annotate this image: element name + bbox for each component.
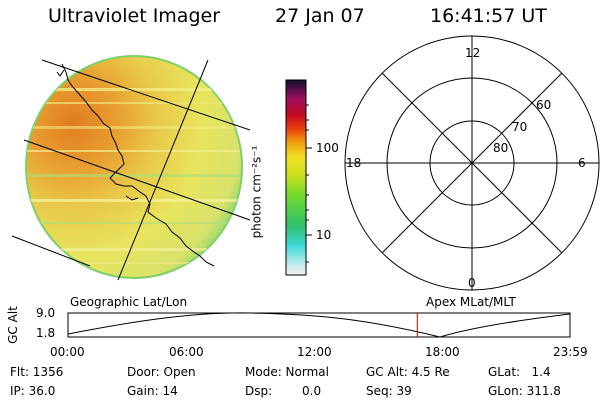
- colorbar: [285, 79, 312, 276]
- date-label: 27 Jan 07: [275, 5, 365, 27]
- app-title: Ultraviolet Imager: [48, 5, 221, 27]
- alt-ylabel: GC Alt: [5, 306, 20, 344]
- alt-ytick-1-8: 1.8: [36, 326, 56, 340]
- uv-image-disk: [11, 55, 251, 281]
- seq-readout: Seq: 39: [366, 384, 412, 398]
- mlat-label-80: 80: [493, 141, 509, 155]
- grid-line: [11, 235, 91, 267]
- flight-readout: Flt: 1356: [10, 365, 64, 379]
- apex-panel-label: Apex MLat/MLT: [426, 295, 516, 309]
- colorbar-tick-100: 100: [316, 141, 339, 155]
- mlt-label-12: 12: [465, 46, 481, 60]
- geographic-panel-label: Geographic Lat/Lon: [70, 295, 188, 309]
- alt-xtick-2359: 23:59: [553, 345, 588, 359]
- gc-alt-readout: GC Alt: 4.5 Re: [366, 365, 450, 379]
- mode-readout: Mode: Normal: [245, 365, 329, 379]
- glat-readout: GLat: 1.4: [488, 365, 551, 379]
- time-label: 16:41:57 UT: [430, 5, 547, 27]
- alt-xtick-1800: 18:00: [425, 345, 460, 359]
- grid-line: [41, 59, 251, 131]
- alt-xtick-0000: 00:00: [50, 345, 85, 359]
- colorbar-tick-10: 10: [316, 228, 332, 242]
- colorbar-label: photon cm⁻²s⁻¹: [249, 145, 264, 239]
- dsp-label: Dsp:: [245, 384, 273, 398]
- mlat-label-70: 70: [512, 120, 528, 134]
- dsp-value: 0.0: [302, 384, 322, 398]
- ip-readout: IP: 36.0: [10, 384, 56, 398]
- altitude-curve: [67, 312, 571, 338]
- altitude-plot: [67, 312, 571, 338]
- gain-readout: Gain: 14: [127, 384, 178, 398]
- polar-grid: [344, 35, 600, 291]
- scan-streaks: [26, 88, 240, 264]
- grid-line: [117, 59, 209, 281]
- alt-ytick-9: 9.0: [36, 306, 56, 320]
- alt-xtick-0600: 06:00: [169, 345, 204, 359]
- alt-xtick-1200: 12:00: [297, 345, 332, 359]
- grid-line: [23, 139, 251, 221]
- mlt-label-6: 6: [578, 156, 586, 170]
- glon-readout: GLon: 311.8: [488, 384, 561, 398]
- mlat-label-60: 60: [536, 98, 552, 112]
- mlt-label-18: 18: [346, 156, 362, 170]
- coastline: [61, 63, 215, 267]
- door-readout: Door: Open: [127, 365, 196, 379]
- mlt-label-0: 0: [468, 276, 476, 290]
